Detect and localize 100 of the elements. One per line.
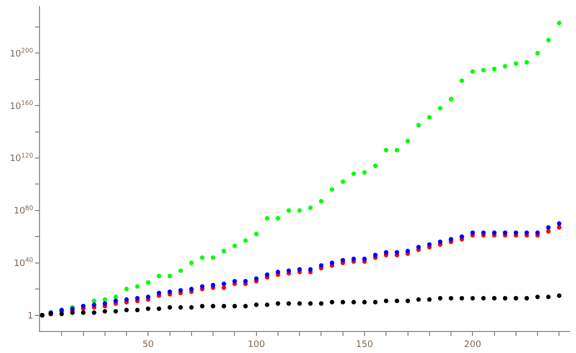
point [254,276,259,281]
point [59,312,64,316]
point [524,230,529,235]
point [470,296,475,300]
point [394,148,400,152]
point [308,206,313,210]
point [189,286,194,292]
point [135,284,140,289]
point [232,278,237,284]
point [178,305,183,310]
point [406,298,410,304]
point [330,300,334,304]
point [427,242,432,247]
point [427,115,432,120]
point [514,61,518,66]
point [254,302,259,308]
y-tick-label: 10$^{160}$ [10,100,34,112]
point [362,300,367,304]
point [438,106,442,110]
point [276,216,280,221]
point [146,280,150,285]
point [460,234,464,239]
point [340,300,346,304]
point [340,179,346,184]
point [297,301,302,306]
point [460,78,464,83]
point [156,306,162,311]
point [113,294,118,300]
point [318,263,324,268]
point [427,297,432,302]
point [416,244,421,250]
point [232,304,237,308]
point [546,294,551,300]
point [276,301,280,306]
point [308,267,313,272]
point [535,294,540,300]
point [286,301,292,306]
point [124,308,129,312]
point [264,216,270,221]
x-tick-label: 100 [248,340,266,350]
point [168,289,172,294]
point [470,69,475,74]
point [481,230,486,235]
y-tick-label: 1 [27,311,34,322]
point [481,296,486,300]
point [362,256,367,262]
point [146,294,150,300]
point [81,310,86,315]
point [243,278,248,284]
point [254,232,259,236]
x-tick-label: 50 [142,340,154,350]
point [524,60,529,65]
point [416,297,421,302]
point [92,310,96,315]
point [502,296,508,300]
point [373,252,378,258]
point [264,272,270,277]
point [470,230,475,235]
point [92,298,96,304]
point [362,170,367,175]
point [438,240,442,244]
point [514,230,518,235]
point [146,306,150,311]
point [200,304,204,308]
point [406,138,410,144]
point [384,298,388,304]
point [243,238,248,243]
point [189,260,194,266]
point [135,296,140,300]
point [394,250,400,255]
point [351,300,356,304]
point [276,270,280,274]
point [394,298,400,304]
point [113,309,118,314]
point [535,50,540,56]
point [297,267,302,272]
point [222,248,226,254]
x-tick-label: 150 [356,340,374,350]
y-tick-label: 10$^{40}$ [14,257,34,269]
point [438,296,442,300]
point [416,123,421,128]
point [448,296,454,300]
point [556,20,562,26]
point [308,301,313,306]
point [232,244,237,248]
y-tick-label: 10$^{120}$ [10,152,34,164]
point [286,208,292,213]
point [492,66,497,72]
point [556,225,562,230]
point [102,297,108,302]
point [210,255,216,260]
point [102,301,108,306]
point [156,290,162,296]
point [243,304,248,308]
point [546,38,551,42]
y-tick-label: 10$^{200}$ [10,48,34,60]
point [264,302,270,308]
point [556,293,562,298]
point [535,230,540,235]
point [351,171,356,176]
